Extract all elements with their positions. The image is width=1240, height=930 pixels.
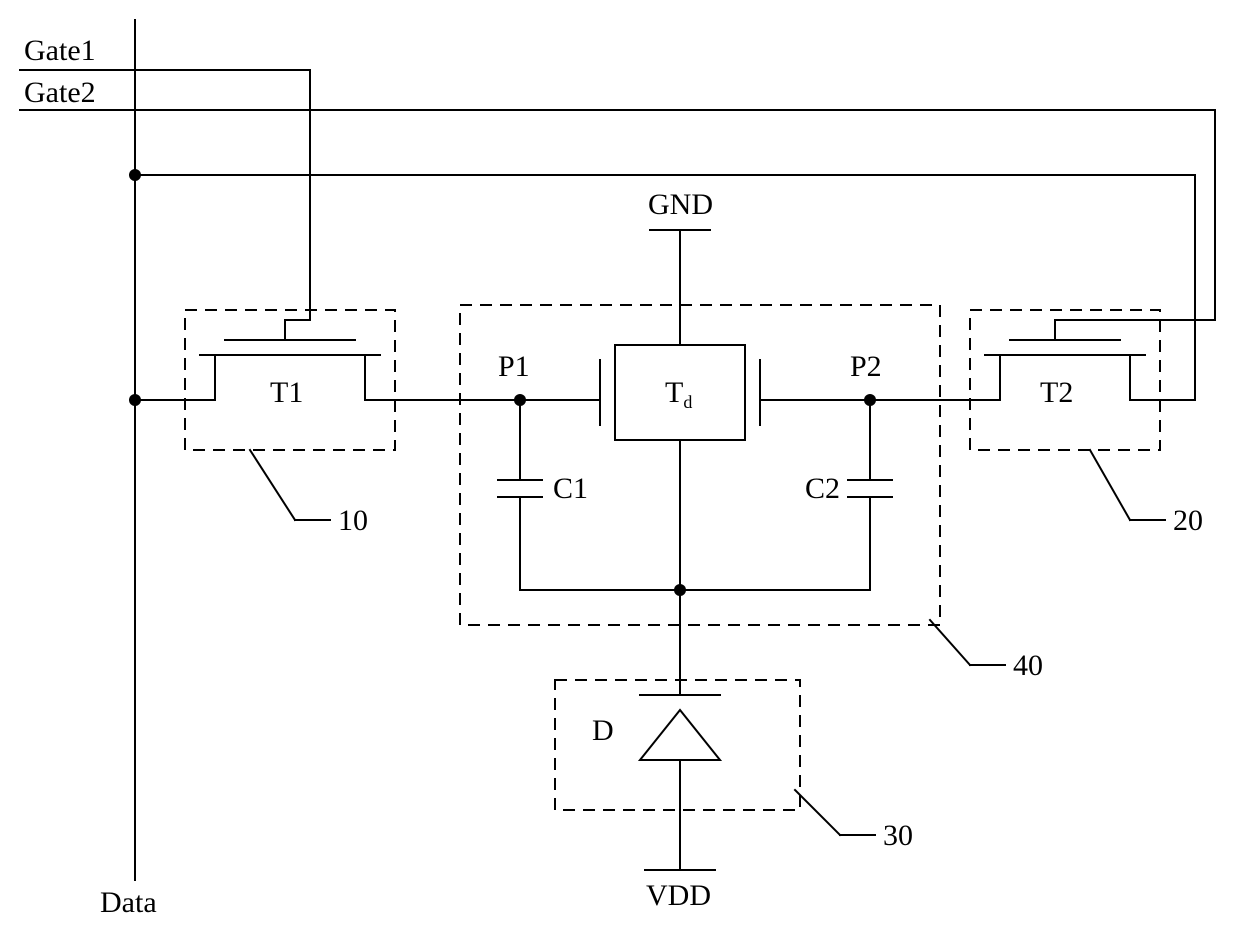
node-p1 <box>514 394 526 406</box>
transistor-td <box>520 230 870 590</box>
ref-30: 30 <box>883 819 913 852</box>
leader-10 <box>250 450 330 520</box>
label-c1: C1 <box>553 472 588 505</box>
ref-20: 20 <box>1173 504 1203 537</box>
node <box>129 394 141 406</box>
ref-40: 40 <box>1013 649 1043 682</box>
capacitor-c2 <box>848 400 892 590</box>
leader-30 <box>795 790 875 835</box>
leader-20 <box>1090 450 1165 520</box>
node-p2 <box>864 394 876 406</box>
label-p2: P2 <box>850 350 882 383</box>
label-gate1: Gate1 <box>24 34 96 67</box>
node <box>129 169 141 181</box>
node <box>674 584 686 596</box>
diode-d <box>640 695 720 870</box>
circuit-diagram: Gate1 Gate2 Data GND VDD P1 P2 T1 T2 Td … <box>0 0 1240 930</box>
capacitor-c1 <box>498 400 542 590</box>
label-t1: T1 <box>270 376 303 409</box>
label-gate2: Gate2 <box>24 76 96 109</box>
label-vdd: VDD <box>646 879 711 912</box>
label-d: D <box>592 714 614 747</box>
ref-10: 10 <box>338 504 368 537</box>
label-data: Data <box>100 886 157 919</box>
label-c2: C2 <box>805 472 840 505</box>
label-td: Td <box>665 376 692 412</box>
label-gnd: GND <box>648 188 713 221</box>
leader-40 <box>930 620 1005 665</box>
label-p1: P1 <box>498 350 530 383</box>
label-t2: T2 <box>1040 376 1073 409</box>
